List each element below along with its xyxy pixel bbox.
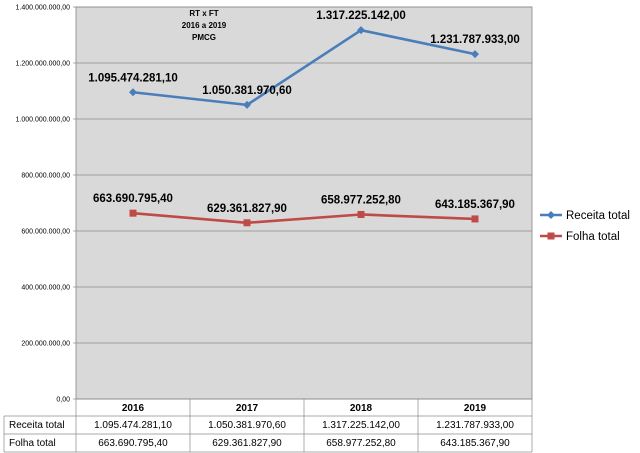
data-point	[129, 209, 137, 217]
y-tick-label: 600.000.000,00	[21, 229, 70, 236]
data-label: 1.317.225.142,00	[316, 10, 406, 22]
series-layer	[129, 26, 479, 227]
data-point	[129, 88, 137, 97]
data-point	[471, 215, 479, 223]
y-tick-label: 200.000.000,00	[21, 341, 70, 348]
y-tick-label: 1.400.000.000,00	[16, 5, 71, 12]
y-axis-ticks: 0,00 200.000.000,00 400.000.000,00 600.000.…	[16, 5, 71, 404]
data-point	[357, 26, 365, 35]
legend-marker	[547, 232, 555, 240]
legend-marker	[547, 211, 555, 219]
table-cell: 1.050.381.970,60	[208, 420, 286, 431]
x-tick-label: 2019	[464, 403, 487, 414]
data-point	[471, 50, 479, 59]
table-cell: 1.095.474.281,10	[94, 420, 172, 431]
data-point	[243, 219, 251, 227]
data-point	[243, 100, 251, 109]
data-label: 658.977.252,80	[321, 194, 401, 206]
title-line-2: 2016 a 2019	[182, 21, 227, 30]
table-cell: 1.231.787.933,00	[436, 420, 514, 431]
table-cell: 663.690.795,40	[98, 438, 168, 449]
title-line-1: RT x FT	[189, 9, 218, 18]
table-cell: 1.317.225.142,00	[322, 420, 400, 431]
x-tick-label: 2017	[236, 403, 259, 414]
data-label: 1.095.474.281,10	[88, 72, 178, 84]
x-tick-label: 2018	[350, 403, 373, 414]
chart-title: RT x FT 2016 a 2019 PMCG	[182, 9, 227, 42]
table-row-label: Folha total	[9, 438, 56, 449]
data-label: 1.231.787.933,00	[430, 34, 520, 46]
y-tick-label: 0,00	[56, 397, 70, 404]
legend-entry: Folha total	[566, 231, 620, 243]
table-cell: 658.977.252,80	[326, 438, 396, 449]
table-cell: 643.185.367,90	[440, 438, 510, 449]
data-point	[357, 210, 365, 218]
table-cell: 629.361.827,90	[212, 438, 282, 449]
data-label: 1.050.381.970,60	[202, 85, 292, 97]
legend-entry: Receita total	[566, 210, 630, 222]
x-tick-label: 2016	[122, 403, 145, 414]
data-label: 629.361.827,90	[207, 203, 287, 215]
legend: Receita total Folha total	[540, 210, 630, 243]
series-line-receita-total	[132, 28, 476, 107]
data-labels: 1.095.474.281,10 1.050.381.970,60 1.317.22…	[88, 10, 520, 215]
data-label: 643.185.367,90	[435, 199, 515, 211]
y-tick-label: 800.000.000,00	[21, 173, 70, 180]
title-line-3: PMCG	[192, 33, 216, 42]
series-line-folha-total	[132, 211, 476, 225]
table-row-label: Receita total	[9, 420, 65, 431]
y-tick-label: 1.200.000.000,00	[16, 61, 71, 68]
data-label: 663.690.795,40	[93, 193, 173, 205]
plot-area	[75, 6, 533, 400]
y-tick-label: 1.000.000.000,00	[16, 117, 71, 124]
data-table: 2016 2017 2018 2019 Receita total 1.095.474.2…	[3, 398, 533, 453]
y-tick-label: 400.000.000,00	[21, 285, 70, 292]
